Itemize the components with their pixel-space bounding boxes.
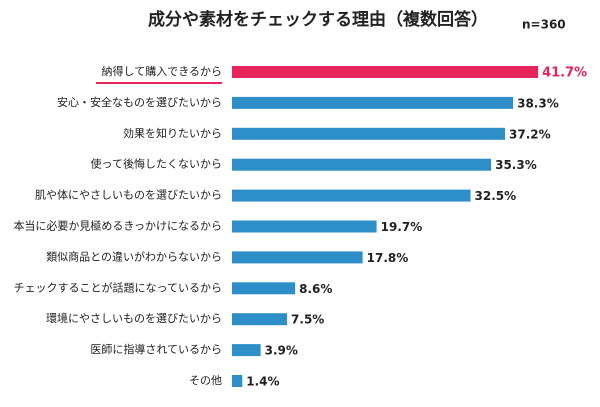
bar: [232, 282, 296, 295]
category-label: 肌や体にやさしいものを選びたいから: [35, 188, 222, 202]
bar: [232, 127, 506, 140]
bar: [232, 189, 471, 202]
value-label: 19.7%: [381, 220, 423, 234]
category-label: 効果を知りたいから: [123, 126, 222, 140]
chart-subtitle: n=360: [522, 18, 566, 32]
category-label: 使って後悔したくないから: [91, 157, 222, 171]
value-label: 38.3%: [517, 96, 559, 110]
bar: [232, 313, 288, 326]
value-label: 32.5%: [475, 189, 517, 203]
category-label: 環境にやさしいものを選びたいから: [46, 311, 222, 325]
category-label: 本当に必要か見極めるきっかけになるから: [13, 219, 222, 233]
value-label: 1.4%: [246, 375, 279, 389]
bar: [232, 344, 261, 357]
category-label: チェックすることが話題になっているから: [14, 280, 222, 294]
value-label: 35.3%: [495, 158, 537, 172]
value-label: 37.2%: [509, 127, 551, 141]
category-label: 類似商品との違いがわからないから: [46, 249, 222, 263]
category-label: その他: [189, 374, 222, 387]
category-label: 納得して購入できるから: [102, 64, 222, 78]
category-label: 安心・安全なものを選びたいから: [57, 95, 222, 109]
value-label: 3.9%: [265, 344, 298, 358]
value-label: 41.7%: [542, 66, 587, 81]
bar: [232, 66, 539, 78]
value-label: 17.8%: [367, 251, 409, 265]
category-label: 医師に指導されているから: [90, 342, 222, 356]
bar: [232, 158, 492, 171]
bar: [232, 251, 363, 264]
bar: [232, 375, 243, 387]
bar: [232, 96, 514, 109]
chart-title: 成分や素材をチェックする理由（複数回答）: [148, 9, 488, 30]
bar: [232, 220, 377, 233]
value-label: 7.5%: [291, 313, 324, 327]
value-label: 8.6%: [299, 282, 332, 296]
